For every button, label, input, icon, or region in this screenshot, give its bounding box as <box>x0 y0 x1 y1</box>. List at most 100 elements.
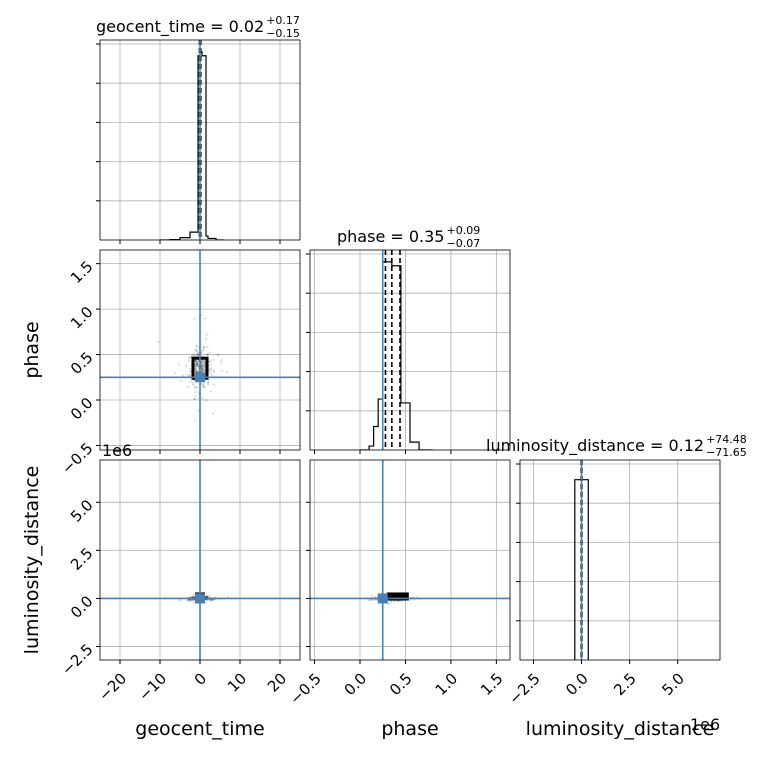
sample-point <box>201 369 204 372</box>
sample-point <box>180 379 183 382</box>
sample-point <box>185 364 188 368</box>
sample-point <box>196 364 199 368</box>
sample-point <box>202 346 205 349</box>
sample-point <box>201 366 204 369</box>
sample-point <box>212 598 215 602</box>
sample-point <box>205 399 208 402</box>
x-tick-label: −10 <box>135 670 170 705</box>
panel-phase-vs-geocent_time <box>96 249 301 454</box>
sample-point <box>202 382 206 385</box>
sample-point <box>208 360 211 364</box>
sample-point <box>196 361 199 364</box>
sample-point <box>189 599 193 602</box>
title-phase: phase = 0.35 <box>337 227 444 246</box>
sample-point <box>370 594 374 597</box>
sample-point <box>195 345 198 348</box>
panel-luminosity_distance-vs-geocent_time <box>96 459 301 664</box>
sample-point <box>212 383 215 386</box>
y-tick-label: 1.5 <box>67 257 97 287</box>
x-tick-label: 10 <box>224 670 250 696</box>
sample-point <box>209 372 212 375</box>
sample-point <box>208 359 212 362</box>
x-tick-label: −20 <box>95 670 130 705</box>
sample-point <box>389 600 392 603</box>
x-axis-label: phase <box>381 718 438 740</box>
sample-point <box>192 593 195 597</box>
sample-point <box>195 349 198 352</box>
panel-luminosity_distance-vs-phase <box>306 459 511 664</box>
sample-point <box>212 369 215 372</box>
sample-point <box>191 595 194 599</box>
sample-point <box>194 348 197 351</box>
y-axis-label: phase <box>21 321 43 378</box>
sample-point <box>200 382 203 386</box>
sample-point <box>197 364 200 367</box>
sample-point <box>208 595 211 598</box>
sample-point <box>187 357 191 360</box>
sample-point <box>202 362 205 365</box>
sample-point <box>174 371 177 375</box>
sample-point <box>196 353 199 356</box>
sample-point <box>202 385 205 388</box>
sample-point <box>201 369 204 372</box>
x-tick-label: 20 <box>264 670 290 696</box>
sample-point <box>203 361 206 365</box>
x-offset-text: 1e6 <box>690 715 720 734</box>
sample-point <box>194 354 197 357</box>
sample-point <box>220 361 223 364</box>
truth-marker <box>195 593 205 604</box>
sample-point <box>389 600 393 604</box>
sample-point <box>196 361 199 364</box>
sample-point <box>202 359 205 363</box>
sample-point <box>191 353 194 356</box>
y-tick-label: 0.0 <box>67 592 97 622</box>
sample-point <box>196 363 199 366</box>
sample-point <box>201 363 205 367</box>
sample-point <box>201 367 204 370</box>
sample-point <box>196 354 200 357</box>
sample-point <box>194 365 198 368</box>
title-lower-error: −71.65 <box>706 446 747 459</box>
sample-point <box>157 340 160 344</box>
sample-point <box>195 370 198 373</box>
sample-point <box>387 602 391 605</box>
sample-point <box>210 363 213 366</box>
sample-point <box>367 599 370 602</box>
sample-point <box>195 369 198 372</box>
sample-point <box>201 367 205 370</box>
title-geocent_time: geocent_time = 0.02 <box>96 17 264 37</box>
sample-point <box>195 344 199 347</box>
sample-point <box>221 370 224 373</box>
sample-point <box>178 363 181 366</box>
sample-point <box>189 599 192 602</box>
sample-point <box>213 370 216 373</box>
sample-point <box>192 383 195 386</box>
sample-point <box>206 595 209 598</box>
sample-point <box>195 369 198 372</box>
sample-point <box>203 385 206 389</box>
sample-point <box>187 598 190 601</box>
sample-point <box>203 366 206 369</box>
sample-point <box>210 599 213 602</box>
sample-point <box>178 599 181 602</box>
sample-point <box>201 383 204 387</box>
sample-point <box>208 351 211 354</box>
sample-point <box>216 353 220 356</box>
sample-point <box>186 599 189 602</box>
sample-point <box>196 351 199 354</box>
panel-frame <box>309 249 511 451</box>
sample-point <box>193 317 196 320</box>
sample-point <box>207 381 210 384</box>
sample-point <box>200 349 203 352</box>
sample-point <box>195 370 198 373</box>
sample-point <box>202 367 205 370</box>
sample-point <box>200 368 204 371</box>
sample-point <box>225 370 229 373</box>
sample-point <box>204 337 208 341</box>
panel-frame <box>309 459 511 661</box>
sample-point <box>201 361 205 364</box>
sample-point <box>195 367 198 370</box>
sample-point <box>195 363 199 366</box>
truth-marker <box>377 593 388 604</box>
